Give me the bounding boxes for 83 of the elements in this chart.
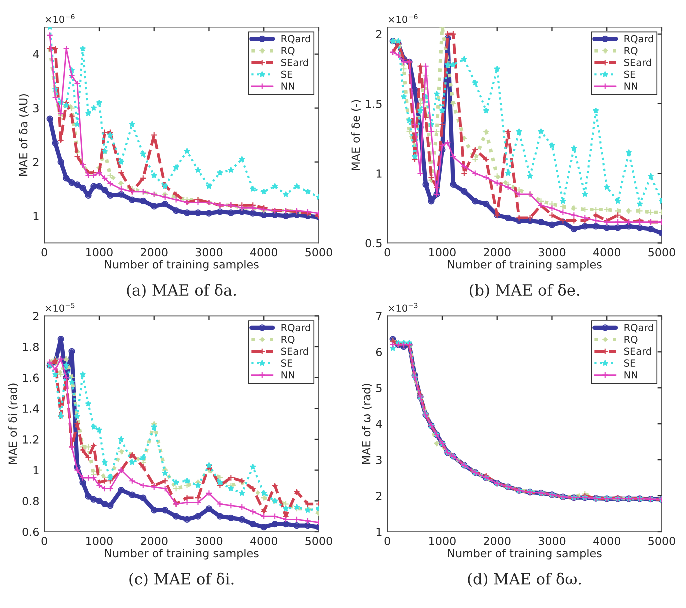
y-tick-label: 1.5 [366,100,382,108]
legend-label: RQard [282,324,310,333]
x-tick-label: 3000 [538,248,566,257]
text: (a) MAE of δa. [127,284,236,298]
legend-label: SEard [624,58,652,66]
x-tick-label: 2000 [141,248,168,257]
y-axis-title: MAE of δe (-) [352,100,362,170]
text: ×10$^{−5}$ [46,303,75,312]
y-tick-label: 4 [33,50,40,59]
x-tick-label: 3000 [538,537,566,546]
y-tick-label: 6 [376,348,382,357]
y-axis-title: MAE of δi (rad) [8,384,18,464]
legend-label: SE [281,360,293,367]
x-tick-label: 0 [384,537,390,546]
x-tick-label: 2000 [141,537,168,546]
y-tick-label: 2 [33,158,39,166]
y-tick-label: 1 [34,466,39,475]
y-tick-label: 1.4 [23,404,40,413]
x-tick-label: 4000 [594,537,621,546]
text: ×10$^{−6}$ [388,14,418,24]
y-tick-label: 1 [34,212,39,220]
y-axis-title: MAE of ω (rad) [362,384,372,464]
x-tick-label: 2000 [484,248,511,257]
x-tick-label: 0 [42,248,48,257]
y-tick-label: 1 [376,528,382,536]
x-tick-label: 5000 [648,537,676,546]
x-tick-label: 5000 [306,248,332,257]
y-tick-label: 7 [376,312,382,320]
y-tick-label: 5 [376,384,382,392]
text: ×10$^{−3}$ [388,303,418,312]
y-tick-label: 3 [376,456,382,464]
y-tick-label: 1 [376,170,382,178]
legend-label: RQ [624,336,638,344]
y-tick-label: 1.6 [23,374,40,382]
text: (b) MAE of δe. [470,284,580,298]
x-tick-label: 5000 [648,248,676,257]
legend-label: RQard [624,35,654,44]
legend-label: RQard [282,35,310,44]
legend-label: RQard [624,324,654,333]
legend-label: RQ [624,47,638,56]
y-tick-label: 3 [34,104,39,113]
x-axis-title: Number of training samples [448,549,602,560]
legend-label: SEard [624,348,652,356]
x-tick-label: 0 [384,248,390,257]
x-tick-label: 4000 [250,537,278,546]
legend-label: SE [624,70,636,78]
y-tick-label: 2 [376,30,382,39]
y-tick-label: 2 [376,492,382,500]
legend-label: RQ [282,336,295,344]
x-tick-label: 4000 [594,248,621,257]
legend-label: NN [624,372,638,379]
y-tick-label: 0.6 [22,528,40,536]
legend-label: SEard [281,348,308,356]
legend-label: NN [282,82,294,90]
x-tick-label: 1000 [86,537,113,546]
x-tick-label: 5000 [306,537,332,546]
x-axis-title: Number of training samples [105,549,259,560]
x-tick-label: 4000 [250,248,278,257]
legend-label: SEard [281,58,308,66]
legend-label: RQ [282,47,295,56]
legend-label: SE [281,70,293,78]
text: ×10$^{−6}$ [46,14,75,24]
y-tick-label: 0.5 [366,239,382,248]
y-axis-title: MAE of δa (AU) [19,94,30,176]
y-tick-label: 1.2 [23,435,39,444]
text: (c) MAE of δi. [130,572,234,587]
x-tick-label: 1000 [86,248,113,257]
y-tick-label: 2 [33,312,39,320]
x-tick-label: 1000 [430,248,456,257]
x-tick-label: 0 [42,537,48,546]
x-tick-label: 3000 [196,248,223,257]
x-tick-label: 1000 [430,537,456,546]
y-tick-label: 0.8 [22,497,39,506]
legend-label: SE [624,360,636,367]
x-axis-title: Number of training samples [448,260,602,271]
x-tick-label: 3000 [196,537,223,546]
x-axis-title: Number of training samples [105,260,259,271]
y-tick-label: 4 [376,420,382,428]
legend-label: NN [282,372,294,379]
text: (d) MAE of δω. [468,572,582,587]
legend-label: NN [624,82,638,90]
x-tick-label: 2000 [484,537,511,546]
y-tick-label: 1.8 [23,342,39,352]
